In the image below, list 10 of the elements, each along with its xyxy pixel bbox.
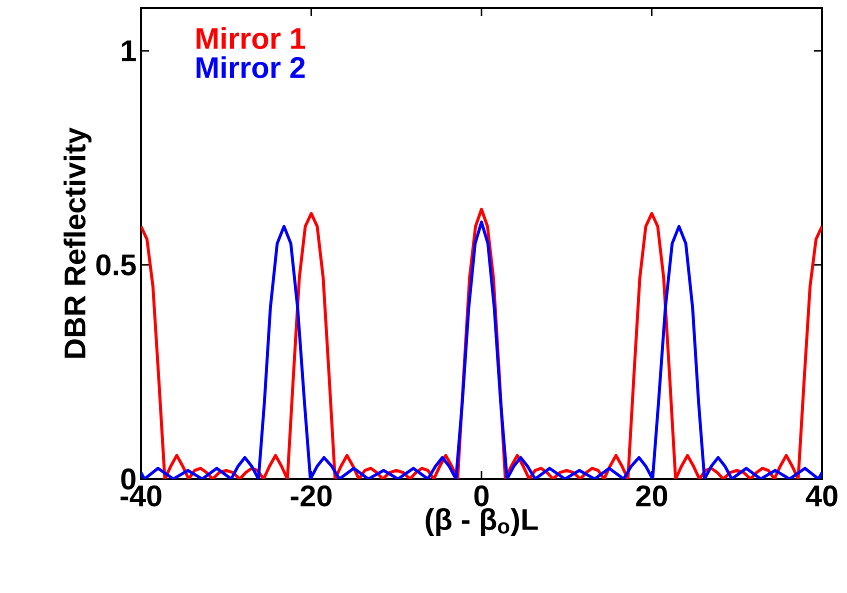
text: Mirror 1	[196, 27, 306, 50]
text: Mirror 2	[196, 56, 305, 78]
y-tick-label: 1	[122, 40, 136, 62]
x-axis-title: (β - β$_{o}$)L	[426, 508, 538, 536]
x-tick-label: -20	[290, 485, 332, 506]
x-tick-label: 0	[474, 485, 489, 506]
x-tick-label: 40	[806, 485, 838, 506]
x-tick-label: 20	[636, 485, 668, 506]
y-tick-label: 0.5	[96, 254, 136, 276]
y-axis-title: DBR Reflectivity	[64, 127, 92, 358]
